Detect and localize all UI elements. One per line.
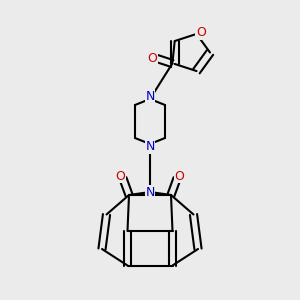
- Text: O: O: [196, 26, 206, 39]
- Text: N: N: [145, 185, 155, 199]
- Text: O: O: [147, 52, 157, 64]
- Text: N: N: [145, 90, 155, 103]
- Text: N: N: [145, 140, 155, 153]
- Text: O: O: [116, 169, 125, 183]
- Text: O: O: [175, 169, 184, 183]
